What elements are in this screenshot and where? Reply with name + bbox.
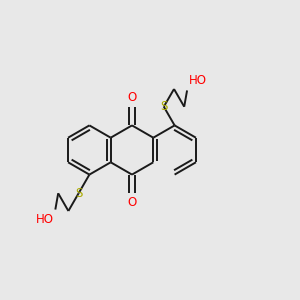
Text: HO: HO [189, 74, 207, 87]
Text: O: O [128, 92, 136, 104]
Text: S: S [75, 187, 82, 200]
Text: O: O [128, 196, 136, 208]
Text: S: S [160, 100, 167, 113]
Text: HO: HO [36, 213, 54, 226]
